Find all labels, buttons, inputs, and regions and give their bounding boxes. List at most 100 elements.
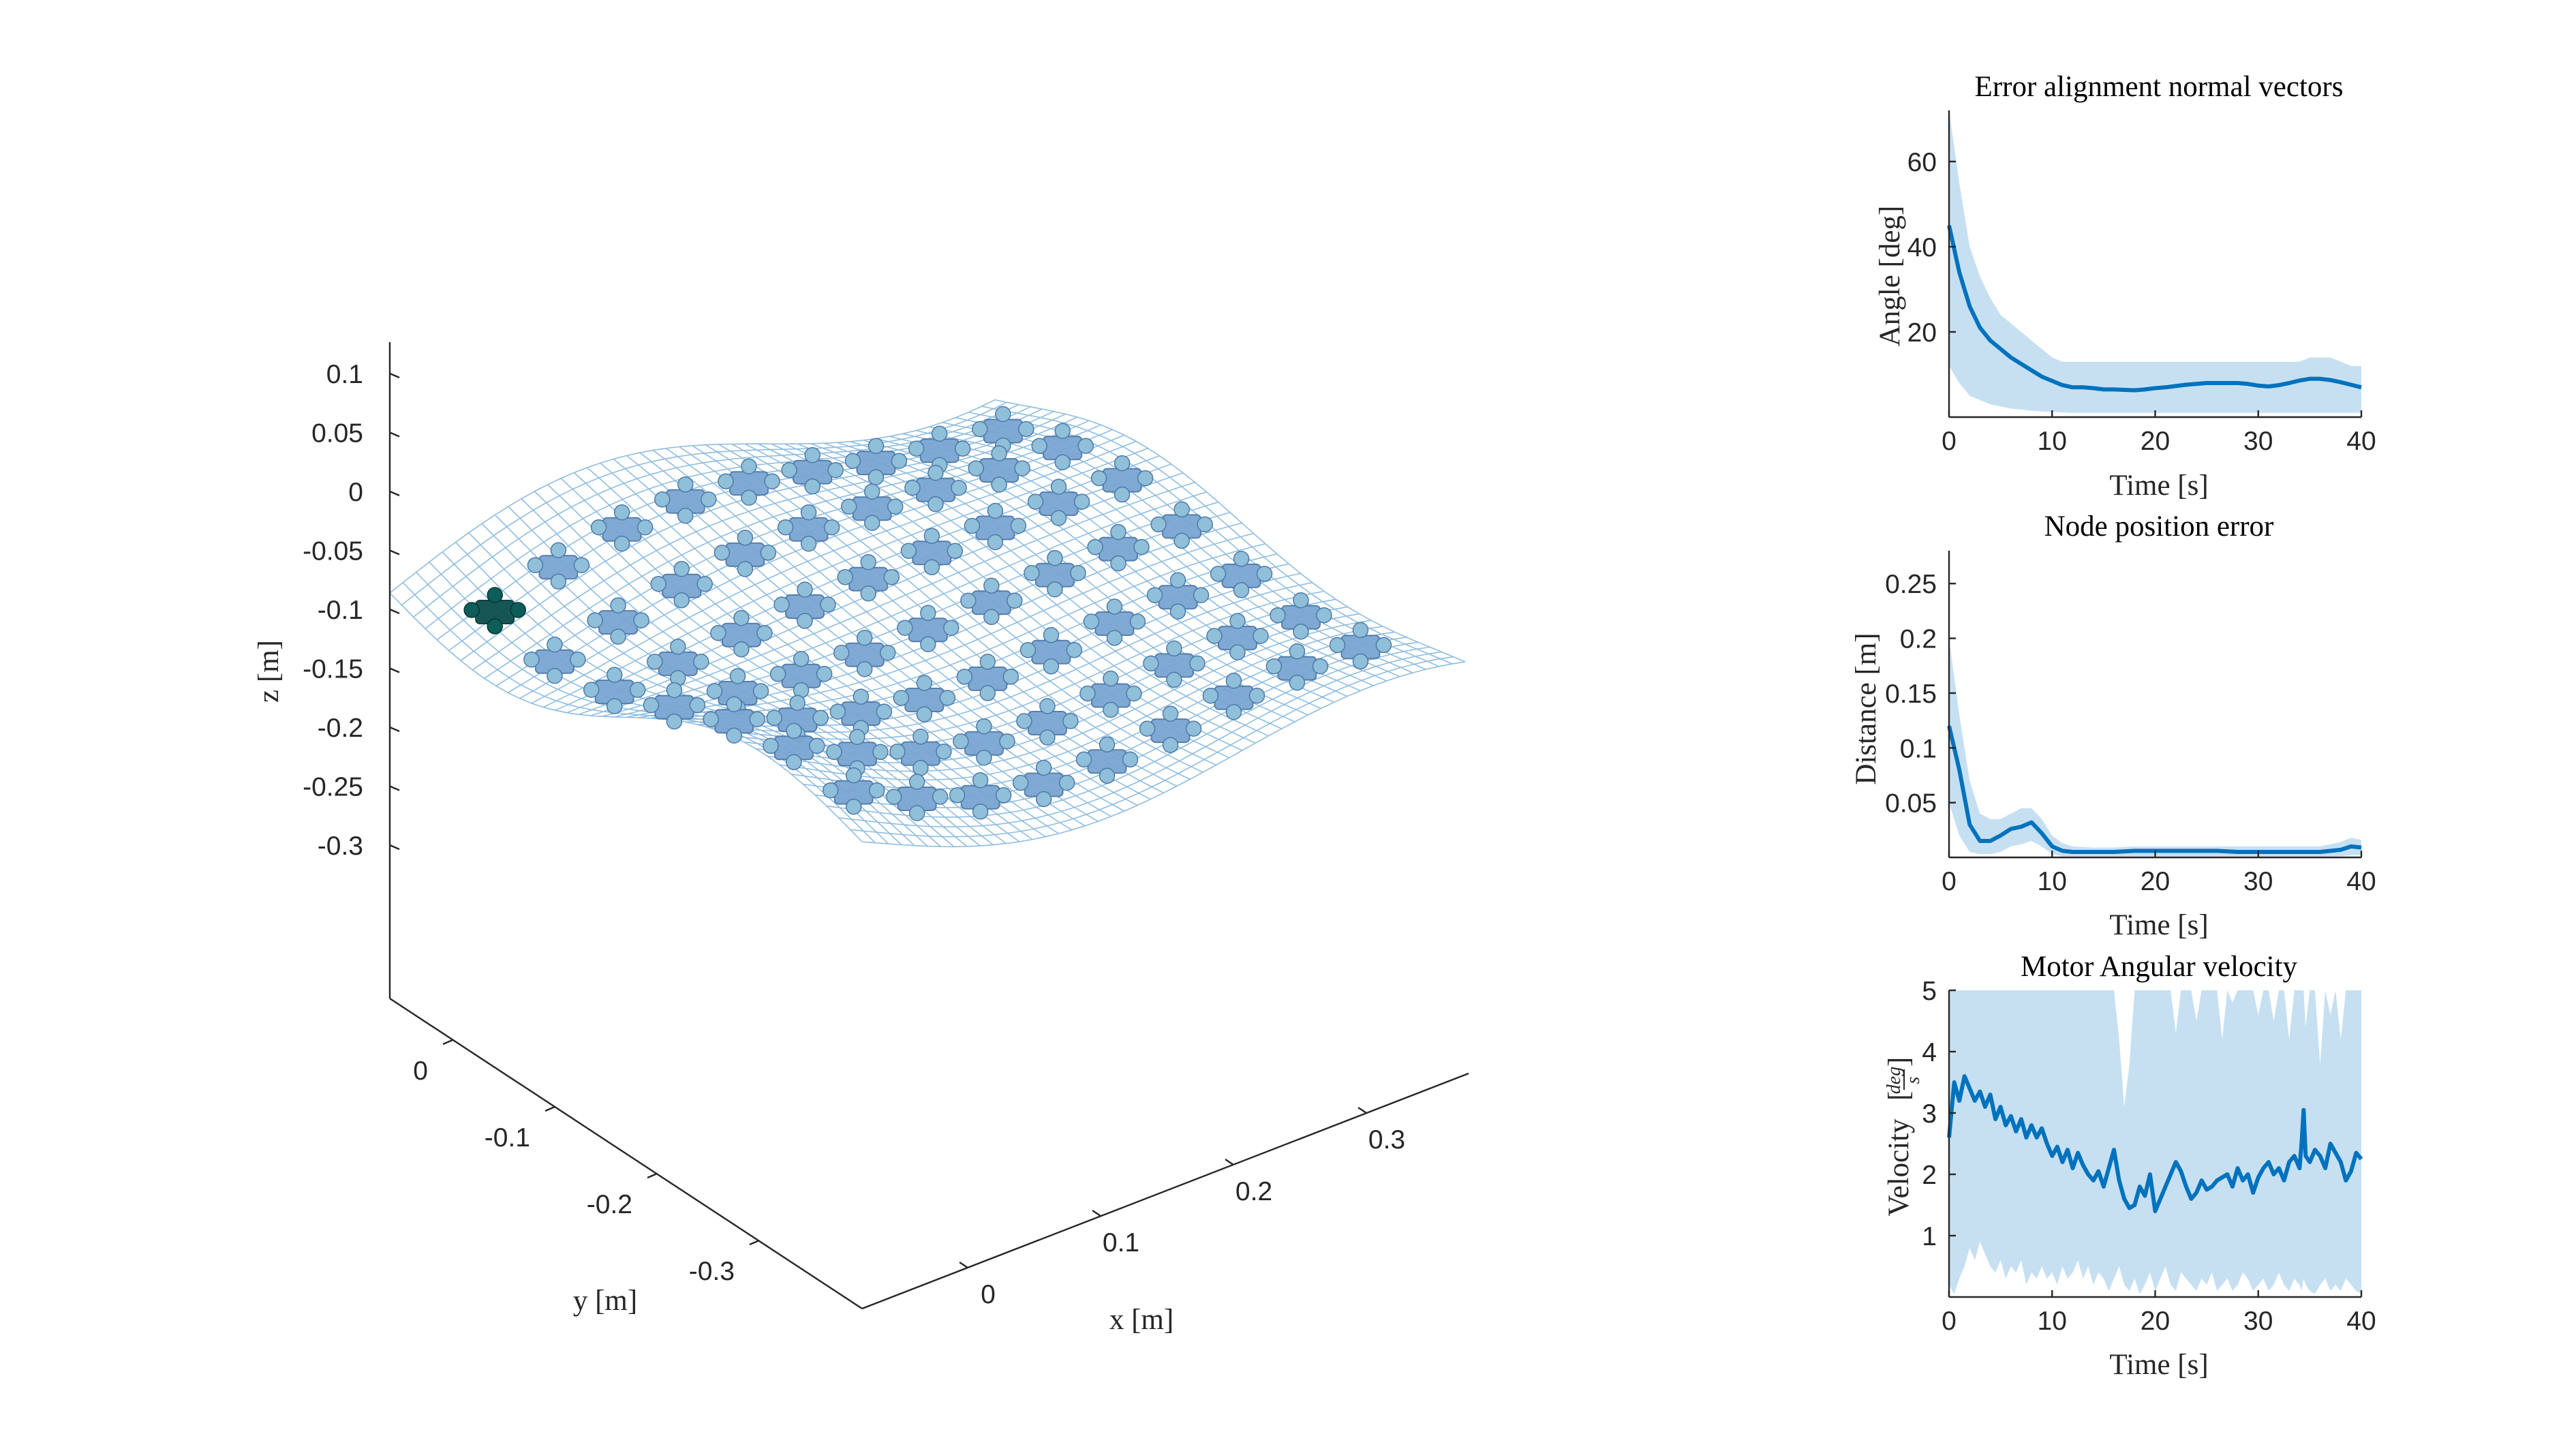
z-tick-mark	[389, 608, 400, 615]
y-axis-label: Distance [m]	[1850, 632, 1882, 784]
z-tick-labels: 0.1 0.05 0 -0.05 -0.1 -0.15 -0.2 -0.25 -0.3	[303, 360, 400, 861]
x-tick-label: 0.2	[1236, 1177, 1272, 1206]
y-tick-label: 5	[1922, 977, 1937, 1006]
module	[953, 718, 1015, 766]
x-axis-label: Time [s]	[2109, 1349, 2208, 1381]
x-tick-label: 40	[2346, 1307, 2376, 1336]
x-tick-label: 10	[2038, 427, 2067, 456]
module	[1083, 598, 1146, 646]
module	[1027, 478, 1090, 526]
angle-error-panel: Error alignment normal vectors Angle [de…	[1874, 71, 2376, 502]
panel-title: Motor Angular velocity	[2021, 951, 2298, 983]
module	[523, 636, 586, 684]
module	[781, 446, 844, 495]
y-axis-label-frac-num: deg	[1884, 1067, 1905, 1094]
module	[900, 528, 964, 576]
z-tick-label: -0.05	[303, 537, 363, 566]
module	[1087, 523, 1150, 572]
z-tick-label: -0.2	[318, 714, 363, 743]
module	[885, 774, 949, 821]
module	[647, 639, 709, 686]
y-tick-label: 40	[1907, 233, 1937, 262]
y-tick-mark	[647, 1172, 658, 1179]
x-tick-label: 0.3	[1368, 1125, 1405, 1155]
x-tick-label: 30	[2243, 867, 2273, 896]
y-tick-label: 0.05	[1885, 789, 1937, 819]
y-axis-label-bracket-close: ]	[1883, 1057, 1915, 1067]
y-tick-label: 60	[1907, 148, 1937, 177]
x-tick-label: 30	[2243, 1307, 2273, 1336]
module	[1139, 705, 1202, 753]
y-tick-label: 3	[1922, 1099, 1937, 1129]
z-tick-label: 0	[348, 478, 363, 507]
module	[968, 445, 1030, 493]
module	[949, 772, 1012, 820]
module	[956, 654, 1019, 701]
z-tick-label: -0.15	[303, 655, 363, 684]
z-tick-label: 0.05	[311, 419, 363, 448]
x-tick-label: 0.1	[1103, 1228, 1139, 1257]
y-axis-label-frac-den: s	[1903, 1076, 1924, 1084]
surface-plot-3d: 0.1 0.05 0 -0.05 -0.1 -0.15 -0.2 -0.25 -0.3 0 -0.…	[253, 342, 1469, 1336]
x-axis-line	[861, 1072, 1469, 1310]
z-tick-label: -0.25	[303, 773, 363, 802]
y-tick-mark	[749, 1239, 760, 1246]
x-tick-mark	[1358, 1107, 1367, 1114]
z-tick-mark	[389, 667, 400, 673]
module	[1090, 455, 1154, 503]
y-tick-label: 0.2	[1900, 625, 1937, 654]
module	[763, 722, 825, 771]
y-axis-label: y [m]	[573, 1285, 637, 1317]
module	[1019, 627, 1083, 675]
x-tick-labels: 0 0.1 0.2 0.3	[959, 1107, 1405, 1309]
module	[964, 502, 1027, 551]
axes-3d	[388, 342, 1469, 1310]
y-tick-label: 4	[1922, 1038, 1937, 1067]
y-tick-label: 0.25	[1885, 570, 1937, 599]
module	[1075, 736, 1139, 784]
confidence-band	[1949, 990, 2361, 1294]
module	[1031, 423, 1094, 470]
y-tick-label: -0.3	[689, 1257, 735, 1286]
module	[710, 609, 773, 658]
z-tick-label: -0.3	[318, 832, 363, 861]
module	[1016, 698, 1079, 746]
y-tick-label: 0	[413, 1056, 428, 1086]
confidence-band	[1949, 638, 2361, 857]
x-tick-mark	[959, 1262, 968, 1268]
position-error-panel: Node position error Distance [m] Time [s…	[1850, 510, 2376, 941]
module	[1206, 613, 1269, 660]
module	[1266, 643, 1329, 691]
module	[840, 483, 904, 531]
z-axis-label: z [m]	[253, 640, 285, 703]
motor-velocity-panel: Motor Angular velocity Velocity [ deg s …	[1883, 951, 2376, 1381]
z-tick-mark	[389, 372, 400, 379]
y-tick-label: 20	[1907, 318, 1937, 348]
z-tick-mark	[389, 490, 400, 497]
z-tick-mark	[389, 431, 400, 438]
module	[1202, 672, 1266, 720]
module	[654, 476, 717, 524]
module	[769, 651, 833, 699]
y-axis-label: Velocity [ deg s ]	[1883, 1057, 1924, 1217]
module	[822, 767, 885, 815]
mean-line	[1947, 725, 2362, 854]
module	[837, 553, 900, 602]
y-axis-label-bracket-open: [	[1883, 1091, 1915, 1101]
y-axis-line	[389, 997, 863, 1310]
module	[1143, 640, 1206, 688]
x-tick-label: 0	[1942, 427, 1957, 456]
mean-line	[1947, 225, 2362, 393]
confidence-band	[1949, 110, 2361, 413]
y-tick-labels: 0 -0.1 -0.2 -0.3	[413, 1039, 760, 1286]
x-tick-label: 20	[2141, 427, 2170, 456]
x-tick-label: 10	[2038, 867, 2067, 896]
panel-title: Error alignment normal vectors	[1975, 71, 2344, 103]
module	[972, 406, 1034, 454]
x-tick-mark	[1092, 1210, 1101, 1217]
module	[844, 438, 908, 485]
module	[1210, 551, 1273, 598]
panel-title: Node position error	[2044, 510, 2274, 543]
z-tick-mark	[389, 726, 400, 733]
y-tick-label: 2	[1922, 1161, 1937, 1190]
